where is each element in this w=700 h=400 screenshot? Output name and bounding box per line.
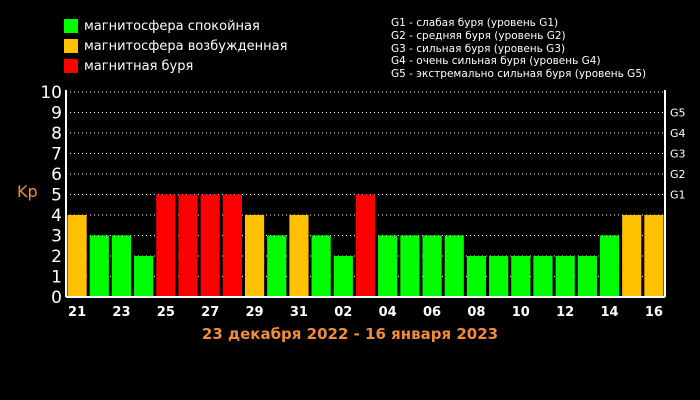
legend-swatch-storm [64,59,78,73]
kp-bar [289,215,309,297]
x-tick-label: 25 [157,305,175,320]
kp-bar [622,215,642,297]
kp-bar [200,194,220,297]
storm-level-g3: G3 - сильная буря (уровень G3) [391,42,566,55]
x-tick-label: 14 [600,305,618,320]
kp-bar [67,215,87,297]
g-level-tick-label: G3 [670,148,686,161]
storm-level-g1: G1 - слабая буря (уровень G1) [391,17,559,29]
kp-bar [178,194,198,297]
y-tick-label: 8 [51,124,62,144]
storm-level-g2: G2 - средняя буря (уровень G2) [391,29,566,42]
g-level-tick-label: G5 [670,107,686,120]
kp-bar [444,235,464,297]
storm-level-legend: G1 - слабая буря (уровень G1) G2 - средн… [391,17,646,81]
y-tick-label: 9 [51,104,62,124]
kp-bar [111,235,132,297]
legend-label-active: магнитосфера возбужденная [84,38,288,54]
kp-bar [222,194,242,297]
y-tick-label: 0 [51,288,62,308]
g-level-tick-label: G4 [670,127,686,140]
y-tick-label: 2 [51,247,62,267]
y-tick-label: 4 [51,206,62,226]
legend-swatch-active [64,39,78,53]
legend-item-storm: магнитная буря [64,56,287,76]
legend-label-quiet: магнитосфера спокойная [84,18,260,34]
x-tick-label: 08 [467,305,485,320]
y-tick-label: 7 [51,145,62,165]
x-tick-label: 27 [201,305,219,320]
legend: магнитосфера спокойная магнитосфера возб… [64,16,287,76]
kp-bar [311,235,331,297]
kp-bar [466,256,487,297]
kp-bar [422,235,442,297]
kp-bar [577,256,597,297]
x-tick-label: 04 [379,305,397,320]
kp-bar [489,256,509,297]
legend-label-storm: магнитная буря [84,58,194,74]
y-tick-label: 5 [51,186,62,206]
storm-level-g4: G4 - очень сильная буря (уровень G4) [391,55,601,68]
kp-bar [89,235,109,297]
kp-bar [533,256,553,297]
kp-bar [644,215,664,297]
x-tick-label: 12 [556,305,574,320]
x-tick-label: 16 [645,305,663,320]
x-tick-label: 10 [512,305,530,320]
kp-bar [378,235,398,297]
kp-bar [355,194,376,297]
kp-bar [134,256,154,297]
g-level-tick-label: G1 [670,189,686,202]
x-tick-label: 29 [246,305,264,320]
legend-item-quiet: магнитосфера спокойная [64,16,287,36]
x-tick-label: 23 [112,305,130,320]
y-tick-label: 10 [40,83,62,103]
y-axis-label: Kp [17,182,38,201]
kp-bar [333,256,353,297]
legend-swatch-quiet [64,19,78,33]
legend-item-active: магнитосфера возбужденная [64,36,287,56]
y-tick-label: 1 [51,268,62,288]
x-tick-label: 21 [68,305,86,320]
storm-level-g5: G5 - экстремально сильная буря (уровень … [391,68,647,81]
y-tick-label: 3 [51,227,62,247]
x-tick-label: 02 [334,305,352,320]
kp-bar [244,215,265,297]
kp-bar [599,235,620,297]
kp-bar [156,194,176,297]
kp-bar [555,256,575,297]
date-range-label: 23 декабря 2022 - 16 января 2023 [201,325,499,343]
y-tick-label: 6 [51,165,62,185]
g-level-tick-label: G2 [670,168,686,181]
kp-bar [511,256,531,297]
kp-bar [267,235,287,297]
kp-bar [400,235,420,297]
x-tick-label: 31 [290,305,308,320]
x-tick-label: 06 [423,305,441,320]
